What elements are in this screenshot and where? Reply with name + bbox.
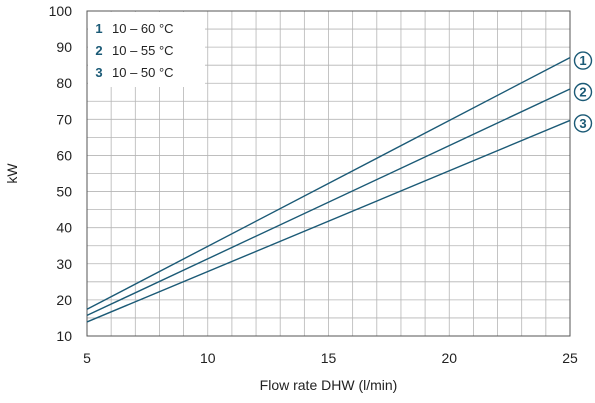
y-axis-ticks: 10 20 30 40 50 60 70 80 90 100 — [49, 3, 73, 344]
series-markers: 1 2 3 — [573, 51, 593, 133]
x-axis-ticks: 5 10 15 20 25 — [83, 350, 578, 366]
y-tick-label: 80 — [56, 75, 72, 91]
legend-box — [88, 12, 205, 87]
y-tick-label: 90 — [56, 39, 72, 55]
x-tick-label: 25 — [562, 350, 578, 366]
series-lines — [86, 56, 571, 323]
x-tick-label: 20 — [441, 350, 457, 366]
grid-lines — [86, 10, 571, 337]
y-tick-label: 100 — [49, 3, 73, 19]
x-axis-title: Flow rate DHW (l/min) — [260, 377, 398, 393]
legend-label: 10 – 60 °C — [112, 21, 174, 36]
y-axis-title: kW — [4, 163, 20, 184]
series-line — [86, 88, 571, 317]
plot-frame — [86, 10, 571, 337]
x-tick-label: 15 — [321, 350, 337, 366]
legend-label: 10 – 55 °C — [112, 43, 174, 58]
legend-marker: 1 — [95, 21, 102, 36]
legend-marker: 3 — [95, 65, 102, 80]
y-tick-label: 20 — [56, 292, 72, 308]
x-tick-label: 5 — [83, 350, 91, 366]
legend-label: 10 – 50 °C — [112, 65, 174, 80]
series-line — [86, 119, 571, 323]
series-marker-label: 1 — [579, 53, 586, 68]
series-marker-circle — [573, 82, 593, 102]
series-marker-circle — [573, 114, 593, 133]
y-tick-label: 40 — [56, 220, 72, 236]
legend-marker: 2 — [95, 43, 102, 58]
y-tick-label: 30 — [56, 256, 72, 272]
series-line — [86, 56, 571, 310]
y-tick-label: 70 — [56, 111, 72, 127]
y-tick-label: 60 — [56, 147, 72, 163]
series-marker-circle — [573, 51, 593, 70]
legend: 1 10 – 60 °C 2 10 – 55 °C 3 10 – 50 °C — [88, 12, 205, 87]
series-marker-label: 3 — [579, 116, 586, 131]
y-tick-label: 10 — [56, 328, 72, 344]
series-marker-label: 2 — [579, 85, 586, 100]
y-tick-label: 50 — [56, 184, 72, 200]
x-tick-label: 10 — [200, 350, 216, 366]
